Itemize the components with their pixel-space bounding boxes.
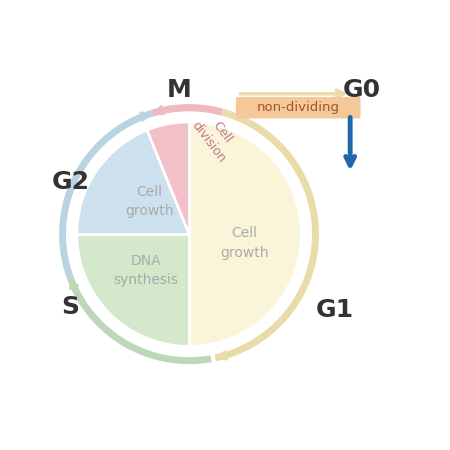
Text: non-dividing: non-dividing xyxy=(256,101,340,114)
Text: Cell
growth: Cell growth xyxy=(220,226,269,260)
Polygon shape xyxy=(78,234,189,345)
Polygon shape xyxy=(189,123,300,345)
Polygon shape xyxy=(148,123,189,234)
Text: G2: G2 xyxy=(52,170,90,194)
Text: DNA
synthesis: DNA synthesis xyxy=(113,254,178,287)
Text: G0: G0 xyxy=(343,78,381,103)
Polygon shape xyxy=(78,131,189,234)
Text: M: M xyxy=(166,78,191,103)
Text: G1: G1 xyxy=(315,298,354,322)
Text: Cell
division: Cell division xyxy=(189,109,241,165)
FancyBboxPatch shape xyxy=(236,97,360,118)
Text: S: S xyxy=(62,295,80,319)
Text: Cell
growth: Cell growth xyxy=(125,184,173,218)
